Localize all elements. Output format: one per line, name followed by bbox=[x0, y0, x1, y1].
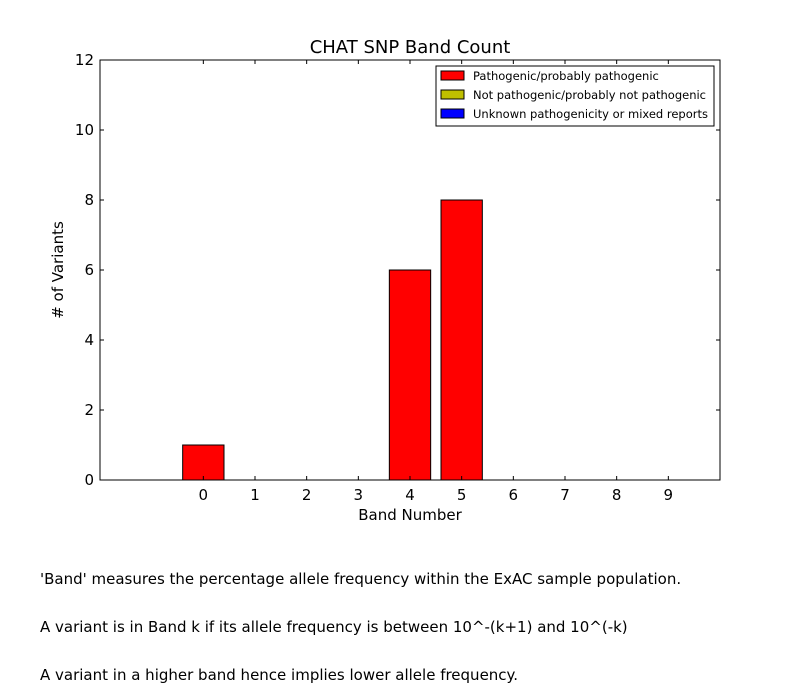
y-tick-label: 2 bbox=[84, 401, 94, 419]
x-tick-label: 9 bbox=[664, 486, 674, 504]
legend-box bbox=[435, 65, 715, 127]
y-tick-label: 12 bbox=[75, 51, 94, 69]
caption-line-1: 'Band' measures the percentage allele fr… bbox=[40, 570, 682, 588]
legend-swatch bbox=[440, 108, 465, 119]
x-tick-label: 7 bbox=[560, 486, 570, 504]
bars-group bbox=[182, 199, 483, 481]
x-tick-label: 5 bbox=[457, 486, 467, 504]
bar-band-5-series-0 bbox=[440, 199, 483, 481]
legend-label: Unknown pathogenicity or mixed reports bbox=[473, 107, 708, 121]
caption: 'Band' measures the percentage allele fr… bbox=[40, 539, 681, 699]
legend-label: Pathogenic/probably pathogenic bbox=[473, 69, 659, 83]
bar-band-0-series-0 bbox=[182, 444, 225, 481]
chart-title: CHAT SNP Band Count bbox=[310, 37, 511, 58]
plot-frame bbox=[99, 59, 721, 481]
legend: Pathogenic/probably pathogenic Not pathog… bbox=[435, 65, 715, 127]
y-tick-label: 6 bbox=[84, 261, 94, 279]
x-tick-label: 2 bbox=[302, 486, 312, 504]
y-axis-label: # of Variants bbox=[49, 221, 67, 319]
y-tick-label: 0 bbox=[84, 471, 94, 489]
legend-label: Not pathogenic/probably not pathogenic bbox=[473, 88, 706, 102]
x-tick-label: 0 bbox=[199, 486, 209, 504]
band-count-chart: CHAT SNP Band Count 0 1 2 3 4 5 6 7 8 9024681012 … bbox=[49, 37, 721, 524]
y-tick-label: 4 bbox=[84, 331, 94, 349]
x-tick-label: 6 bbox=[509, 486, 519, 504]
x-tick-label: 4 bbox=[405, 486, 415, 504]
y-tick-label: 10 bbox=[75, 121, 94, 139]
caption-line-2: A variant is in Band k if its allele fre… bbox=[40, 618, 628, 636]
x-tick-label: 8 bbox=[612, 486, 622, 504]
y-tick-label: 8 bbox=[84, 191, 94, 209]
legend-swatch bbox=[440, 89, 465, 100]
caption-line-3: A variant in a higher band hence implies… bbox=[40, 666, 519, 684]
bar-band-4-series-0 bbox=[388, 269, 432, 481]
x-axis-label: Band Number bbox=[358, 506, 462, 524]
x-tick-label: 1 bbox=[250, 486, 260, 504]
legend-swatch bbox=[440, 70, 465, 81]
x-tick-label: 3 bbox=[354, 486, 364, 504]
